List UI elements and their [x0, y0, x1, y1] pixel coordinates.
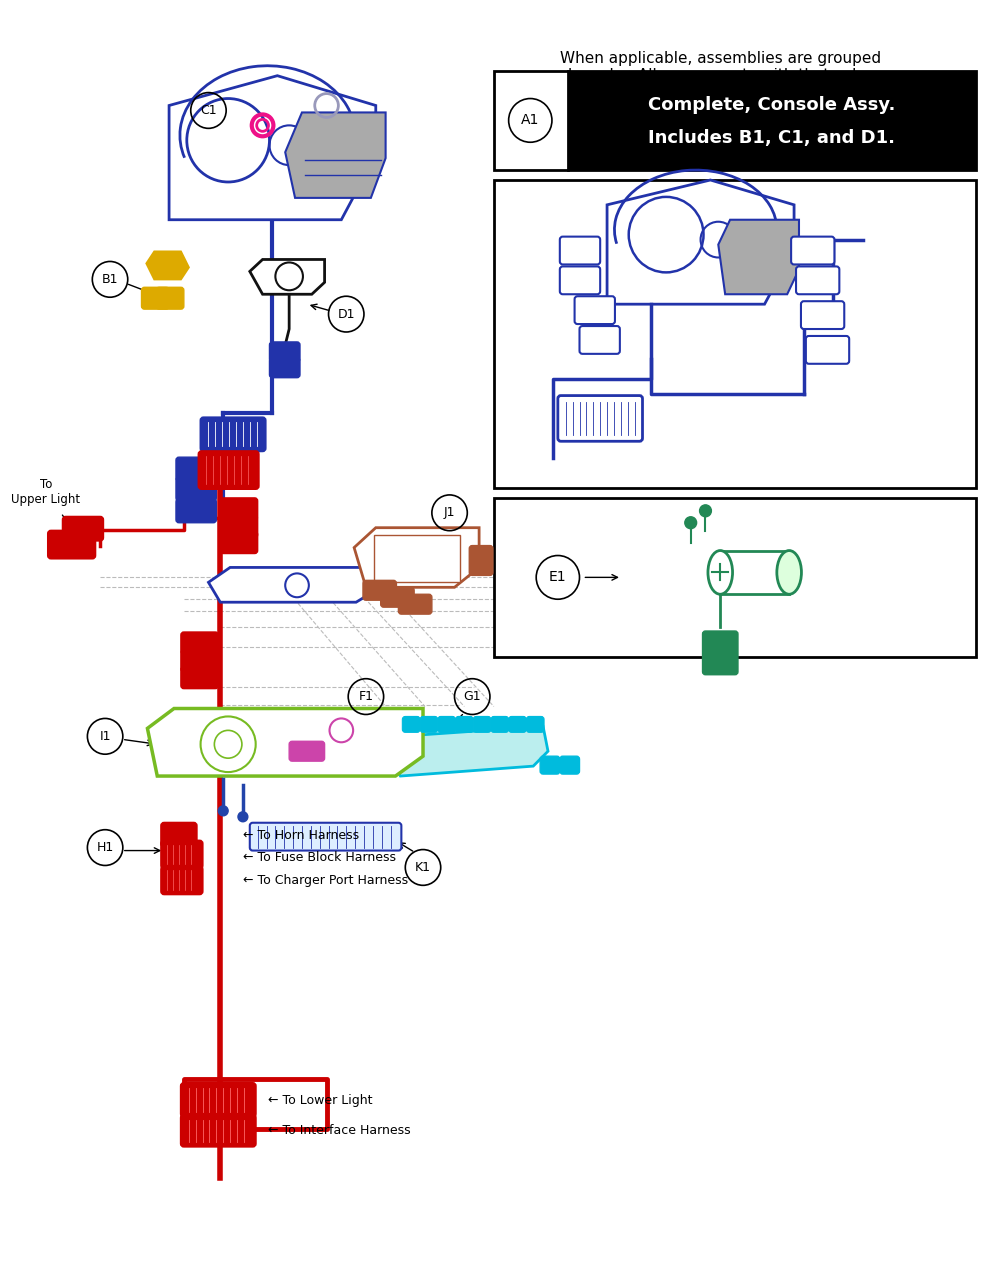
Text: C1: C1 — [200, 104, 217, 117]
FancyBboxPatch shape — [250, 822, 401, 850]
FancyBboxPatch shape — [558, 395, 642, 441]
Polygon shape — [250, 260, 325, 294]
FancyBboxPatch shape — [181, 632, 218, 654]
FancyBboxPatch shape — [402, 716, 420, 732]
FancyBboxPatch shape — [181, 666, 218, 689]
Text: When applicable, assemblies are grouped
by color. All components with that color: When applicable, assemblies are grouped … — [560, 51, 881, 100]
Polygon shape — [208, 568, 381, 602]
FancyBboxPatch shape — [374, 535, 460, 583]
FancyBboxPatch shape — [161, 867, 203, 895]
FancyBboxPatch shape — [473, 716, 491, 732]
Ellipse shape — [777, 551, 801, 594]
Polygon shape — [718, 219, 799, 294]
FancyBboxPatch shape — [420, 716, 438, 732]
FancyBboxPatch shape — [289, 741, 325, 761]
FancyBboxPatch shape — [176, 478, 216, 500]
FancyBboxPatch shape — [220, 516, 258, 537]
Text: A1: A1 — [521, 114, 539, 128]
Text: F1: F1 — [358, 691, 373, 703]
Text: ← To Interface Harness: ← To Interface Harness — [268, 1124, 410, 1138]
FancyBboxPatch shape — [220, 532, 258, 554]
FancyBboxPatch shape — [560, 237, 600, 265]
Text: K1: K1 — [415, 862, 431, 874]
FancyBboxPatch shape — [220, 498, 258, 519]
Polygon shape — [354, 527, 479, 588]
Polygon shape — [147, 708, 423, 777]
Circle shape — [700, 504, 711, 517]
FancyBboxPatch shape — [181, 1083, 256, 1116]
FancyBboxPatch shape — [560, 266, 600, 294]
Text: D1: D1 — [337, 308, 355, 321]
FancyBboxPatch shape — [269, 342, 300, 362]
Circle shape — [218, 806, 228, 816]
Text: ← To Horn Harness: ← To Horn Harness — [243, 829, 359, 843]
FancyBboxPatch shape — [575, 296, 615, 324]
FancyBboxPatch shape — [560, 756, 580, 774]
FancyBboxPatch shape — [381, 588, 414, 607]
Polygon shape — [285, 113, 386, 198]
Text: ← To Fuse Block Harness: ← To Fuse Block Harness — [243, 851, 396, 864]
FancyBboxPatch shape — [540, 756, 560, 774]
FancyBboxPatch shape — [161, 840, 203, 868]
Text: H1: H1 — [96, 841, 114, 854]
FancyBboxPatch shape — [363, 580, 396, 601]
FancyBboxPatch shape — [176, 499, 216, 523]
FancyBboxPatch shape — [438, 716, 455, 732]
FancyBboxPatch shape — [526, 716, 544, 732]
Polygon shape — [146, 252, 189, 279]
FancyBboxPatch shape — [806, 336, 849, 364]
FancyBboxPatch shape — [201, 417, 266, 451]
Text: Complete, Console Assy.: Complete, Console Assy. — [648, 96, 896, 114]
Text: ← To Lower Light: ← To Lower Light — [268, 1095, 372, 1107]
Text: I1: I1 — [99, 730, 111, 742]
Text: B1: B1 — [102, 272, 118, 286]
Polygon shape — [169, 76, 376, 219]
FancyBboxPatch shape — [199, 451, 259, 489]
Text: To
Upper Light: To Upper Light — [11, 478, 81, 506]
Circle shape — [238, 812, 248, 822]
FancyBboxPatch shape — [161, 822, 197, 846]
FancyBboxPatch shape — [791, 237, 834, 265]
Text: ← To Charger Port Harness: ← To Charger Port Harness — [243, 874, 408, 887]
FancyBboxPatch shape — [269, 357, 300, 378]
Polygon shape — [386, 726, 548, 777]
FancyBboxPatch shape — [455, 716, 473, 732]
FancyBboxPatch shape — [494, 71, 976, 170]
FancyBboxPatch shape — [142, 288, 169, 309]
FancyBboxPatch shape — [580, 326, 620, 353]
Polygon shape — [292, 708, 393, 751]
FancyBboxPatch shape — [156, 288, 184, 309]
Circle shape — [685, 517, 697, 528]
FancyBboxPatch shape — [568, 71, 976, 170]
FancyBboxPatch shape — [494, 498, 976, 656]
FancyBboxPatch shape — [181, 1115, 256, 1147]
Polygon shape — [607, 180, 794, 304]
FancyBboxPatch shape — [63, 517, 103, 541]
Text: E1: E1 — [549, 570, 567, 584]
FancyBboxPatch shape — [398, 594, 432, 614]
FancyBboxPatch shape — [48, 531, 95, 559]
Text: J1: J1 — [444, 507, 455, 519]
FancyBboxPatch shape — [796, 266, 839, 294]
FancyBboxPatch shape — [509, 716, 526, 732]
Text: G1: G1 — [463, 691, 481, 703]
FancyBboxPatch shape — [181, 650, 218, 672]
Polygon shape — [720, 551, 789, 594]
FancyBboxPatch shape — [491, 716, 509, 732]
FancyBboxPatch shape — [469, 546, 493, 575]
FancyBboxPatch shape — [801, 302, 844, 329]
Ellipse shape — [708, 551, 733, 594]
FancyBboxPatch shape — [703, 631, 738, 675]
Text: Includes B1, C1, and D1.: Includes B1, C1, and D1. — [648, 129, 895, 147]
FancyBboxPatch shape — [176, 457, 216, 481]
FancyBboxPatch shape — [494, 180, 976, 488]
